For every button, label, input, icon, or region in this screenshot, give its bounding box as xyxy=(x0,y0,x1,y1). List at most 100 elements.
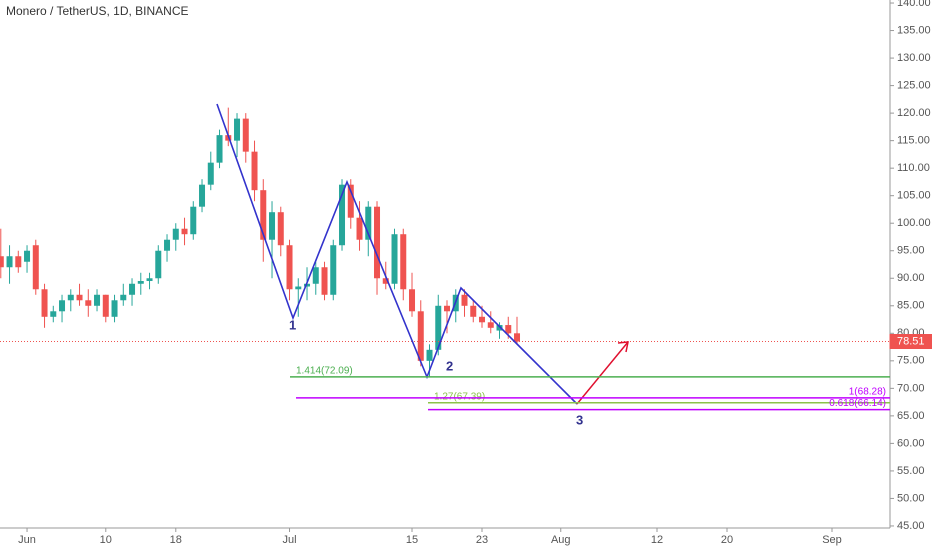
candle-body xyxy=(85,300,92,306)
candle-body xyxy=(234,118,241,141)
candle-body xyxy=(242,118,249,152)
y-tick-label: 100.00 xyxy=(897,217,931,229)
candle-body xyxy=(41,289,48,317)
fib-label: 0.618(66.14) xyxy=(829,398,886,409)
candle-body xyxy=(190,206,197,235)
x-tick-label: 15 xyxy=(406,534,418,546)
x-tick-label: Sep xyxy=(822,534,842,546)
arrow-head xyxy=(617,341,629,353)
candle-body xyxy=(155,250,162,279)
y-tick-label: 125.00 xyxy=(897,80,931,92)
candle-body xyxy=(251,151,258,191)
candle-body xyxy=(286,245,293,290)
candle-body xyxy=(24,250,31,262)
candle-body xyxy=(321,267,328,295)
y-tick-label: 55.00 xyxy=(897,465,925,477)
y-tick-label: 65.00 xyxy=(897,410,925,422)
candle-body xyxy=(6,256,13,268)
candle-body xyxy=(120,294,127,301)
y-tick-label: 140.00 xyxy=(897,0,931,9)
candle-body xyxy=(496,325,503,331)
y-tick-label: 105.00 xyxy=(897,190,931,202)
candle-body xyxy=(487,322,494,328)
y-tick-label: 70.00 xyxy=(897,382,925,394)
candle-body xyxy=(32,245,39,290)
candle-body xyxy=(59,300,66,312)
x-tick-label: 20 xyxy=(721,534,733,546)
candle-body xyxy=(365,206,372,240)
last-price-label: 78.51 xyxy=(897,335,925,347)
candle-body xyxy=(470,305,477,317)
y-tick-label: 45.00 xyxy=(897,520,925,532)
candle-body xyxy=(164,239,171,251)
candle-body xyxy=(129,283,136,295)
candle-body xyxy=(505,325,512,334)
candle-body xyxy=(295,286,302,290)
candle-body xyxy=(417,311,424,361)
y-tick-label: 60.00 xyxy=(897,437,925,449)
candle-body xyxy=(347,184,354,218)
last-price-box xyxy=(889,334,932,350)
candle-body xyxy=(461,294,468,306)
candle-body xyxy=(102,294,109,317)
fib-label: 1.414(72.09) xyxy=(296,365,353,376)
x-tick-label: 10 xyxy=(100,534,112,546)
x-tick-label: Jul xyxy=(282,534,296,546)
candle-body xyxy=(76,294,83,301)
fib-label: 1(68.28) xyxy=(849,386,886,397)
candle-body xyxy=(409,289,416,312)
candle-body xyxy=(330,245,337,295)
candle-body xyxy=(435,305,442,350)
y-tick-label: 90.00 xyxy=(897,272,925,284)
candle-body xyxy=(391,234,398,284)
x-tick-label: Aug xyxy=(551,534,571,546)
chart-title: Monero / TetherUS, 1D, BINANCE xyxy=(6,4,189,18)
fib-label: 1.27(67.39) xyxy=(434,391,485,402)
projection-arrow xyxy=(576,341,629,405)
x-tick-label: 23 xyxy=(476,534,488,546)
candle-body xyxy=(111,300,118,317)
wave-label: 1 xyxy=(289,317,296,332)
y-tick-label: 110.00 xyxy=(897,162,930,174)
candle-body xyxy=(479,316,486,323)
y-tick-label: 95.00 xyxy=(897,245,925,257)
wave-label: 2 xyxy=(446,358,453,373)
candle-body xyxy=(216,135,223,163)
candle-body xyxy=(94,294,101,306)
candle-body xyxy=(15,256,22,268)
candle-body xyxy=(382,278,389,284)
candle-body xyxy=(207,162,214,185)
y-tick-label: 85.00 xyxy=(897,300,925,312)
x-tick-label: 18 xyxy=(170,534,182,546)
candle-body xyxy=(374,206,381,279)
y-tick-label: 115.00 xyxy=(897,135,930,147)
x-tick-label: Jun xyxy=(18,534,36,546)
y-tick-label: 75.00 xyxy=(897,355,925,367)
candle-body xyxy=(356,217,363,240)
wave-label: 3 xyxy=(576,412,583,427)
candle-body xyxy=(444,305,451,312)
candle-body xyxy=(400,234,407,290)
candle-body xyxy=(277,212,284,246)
candle-body xyxy=(172,228,179,240)
candle-body xyxy=(339,184,346,246)
candle-body xyxy=(426,349,433,361)
y-tick-label: 130.00 xyxy=(897,52,931,64)
candle-body xyxy=(67,294,74,301)
y-tick-label: 120.00 xyxy=(897,107,931,119)
candle-body xyxy=(0,256,4,268)
candle-body xyxy=(181,228,188,235)
y-tick-label: 50.00 xyxy=(897,492,925,504)
candle-body xyxy=(514,333,521,342)
y-tick-label: 135.00 xyxy=(897,24,931,36)
candle-body xyxy=(304,283,311,287)
candle-body xyxy=(199,184,206,207)
candle-body xyxy=(312,267,319,284)
x-tick-label: 12 xyxy=(651,534,663,546)
candle-body xyxy=(260,190,267,240)
candle-body xyxy=(269,212,276,240)
candle-body xyxy=(137,281,144,284)
candle-body xyxy=(50,311,57,317)
